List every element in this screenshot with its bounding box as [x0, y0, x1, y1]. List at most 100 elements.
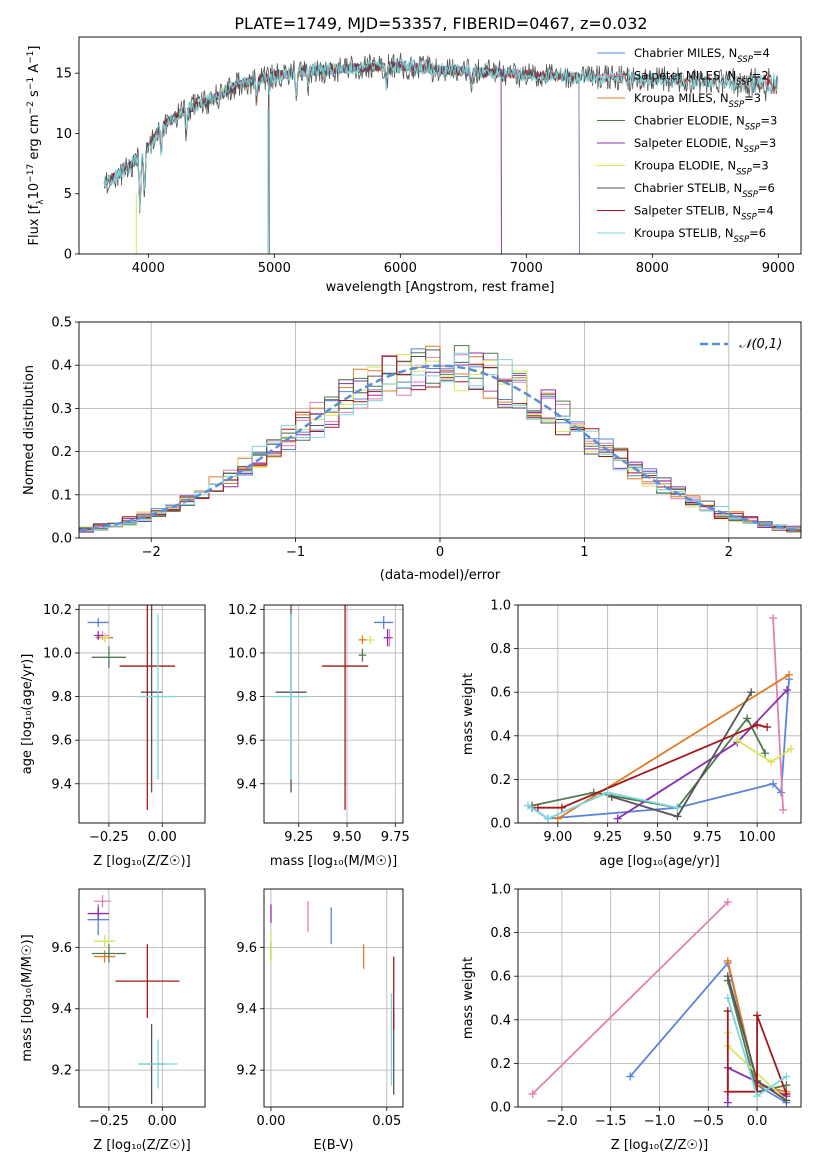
panel-residuals: −2 −1 0 1 2 0.0 0.1 0.2 0.3 0.4 0.5 (data-model)/er…	[22, 316, 802, 583]
x-tick-label: 9000	[762, 261, 795, 276]
y-tick-label: 9.4	[51, 1002, 72, 1017]
plot-area	[87, 895, 180, 1104]
series-line-salpeter_miles	[531, 901, 729, 1095]
marker-chabrier_stelib	[673, 812, 682, 821]
axes-frame	[263, 888, 404, 1108]
y-tick-label: 9.4	[236, 777, 257, 792]
legend-label-suffix: =3	[760, 114, 777, 128]
marker-kroupa_elodie	[767, 757, 776, 766]
legend-label-sub: SSP	[744, 145, 760, 155]
marker-chabrier_elodie	[761, 749, 770, 758]
x-tick-label: −1.5	[595, 1114, 627, 1129]
marker-kroupa_elodie	[733, 736, 742, 745]
x-tick-label: 1	[580, 545, 588, 560]
marker-chabrier_miles	[626, 1072, 635, 1081]
legend-label-kroupa_stelib: Kroupa STELIB, NSSP=6	[634, 226, 766, 245]
marker-salpeter_miles	[779, 805, 788, 814]
series-line-kroupa_stelib	[527, 791, 678, 820]
legend-label-kroupa_miles: Kroupa MILES, NSSP=3	[634, 91, 761, 110]
y-axis-label-part: −1	[26, 51, 36, 64]
legend-label-text: Kroupa STELIB, N	[634, 226, 734, 240]
y-tick-label: 5	[64, 187, 72, 202]
marker-chabrier_miles	[769, 779, 778, 788]
y-tick-label: 9.6	[236, 734, 257, 749]
legend-label-suffix: =4	[757, 204, 774, 218]
marker-kroupa_miles	[785, 670, 794, 679]
legend-label-salpeter_miles: Salpeter MILES, NSSP=2	[634, 69, 769, 88]
y-axis-label-part: A	[27, 64, 42, 77]
legend-label-text: Chabrier ELODIE, N	[634, 114, 745, 128]
y-axis-label-part: s	[27, 90, 42, 101]
x-axis-label: wavelength [Angstrom, rest frame]	[326, 280, 555, 295]
x-axis-label: Z [log₁₀(Z/Z☉)]	[611, 1138, 708, 1153]
legend-label-text: Salpeter ELODIE, N	[634, 136, 744, 150]
x-tick-label: 9.50	[643, 830, 672, 845]
legend-label-sub: SSP	[734, 235, 750, 245]
axes-frame	[517, 604, 802, 824]
histogram-kroupa_stelib	[79, 352, 801, 538]
marker-salpeter_stelib	[782, 1089, 791, 1098]
marker-kroupa_stelib	[673, 803, 682, 812]
x-axis-label: age [log₁₀(age/yr)]	[599, 854, 720, 869]
legend-label-chabrier_miles: Chabrier MILES, NSSP=4	[634, 46, 770, 65]
y-tick-label: 9.6	[236, 941, 257, 956]
marker-kroupa_stelib	[723, 994, 732, 1002]
marker-salpeter_stelib	[533, 803, 542, 812]
legend-label-suffix: =6	[749, 226, 766, 240]
axes-frame	[263, 604, 404, 824]
x-axis-label: Z [log₁₀(Z/Z☉)]	[93, 1138, 190, 1153]
panel-mass_vs_ebv: 0.00 0.05 9.2 9.4 9.6 E(B-V)	[236, 888, 404, 1153]
y-tick-label: 0.0	[490, 817, 511, 832]
spectrum-line-chabrier_elodie	[103, 61, 502, 254]
legend-label-sub: SSP	[741, 213, 757, 223]
y-axis-label: mass [log₁₀(M/M☉)]	[20, 934, 35, 1061]
marker-salpeter_stelib	[557, 803, 566, 812]
series-line-salpeter_miles	[772, 618, 784, 810]
legend-label-text: Salpeter MILES, N	[634, 69, 736, 83]
y-tick-label: 0.6	[490, 970, 511, 985]
x-tick-label: −1	[286, 545, 305, 560]
legend-label-text: Salpeter STELIB, N	[634, 204, 741, 218]
x-tick-label: 0.05	[372, 1114, 401, 1129]
panel-age_vs_Z: −0.25 0.00 9.4 9.6 9.8 10.0 10.2 Z [log₁₀(Z/Z☉)…	[20, 603, 206, 869]
marker-salpeter_stelib	[723, 1007, 732, 1016]
plot-area	[523, 614, 796, 823]
legend-label-text: Chabrier STELIB, N	[634, 181, 742, 195]
axes-frame	[78, 888, 206, 1108]
legend-label-suffix: =3	[759, 136, 776, 150]
y-axis-label-part: −2	[26, 101, 36, 114]
legend-label-text: Kroupa MILES, N	[634, 91, 729, 105]
y-axis-label-part: ]	[27, 46, 42, 51]
x-tick-label: 8000	[636, 261, 669, 276]
x-tick-label: −1.0	[644, 1114, 676, 1129]
y-tick-label: 10	[55, 127, 72, 142]
series-line-salpeter_stelib	[537, 723, 768, 809]
plot-area	[270, 901, 395, 1095]
x-tick-label: −2	[142, 545, 161, 560]
y-tick-label: 0.8	[490, 926, 511, 941]
y-axis-label: mass weight	[461, 957, 476, 1039]
marker-salpeter_stelib	[723, 1087, 732, 1096]
x-tick-label: 0.00	[148, 1114, 177, 1129]
y-tick-label: 0.1	[51, 488, 72, 503]
panel-mass_vs_Z: −0.25 0.00 9.2 9.4 9.6 Z [log₁₀(Z/Z☉)] mass [l…	[20, 888, 206, 1153]
x-tick-label: 0.00	[256, 1114, 285, 1129]
legend-label-chabrier_elodie: Chabrier ELODIE, NSSP=3	[634, 114, 777, 133]
figure-title: PLATE=1749, MJD=53357, FIBERID=0467, z=0…	[234, 14, 647, 33]
y-tick-label: 1.0	[490, 883, 511, 898]
x-tick-label: 0.0	[747, 1114, 768, 1129]
x-tick-label: −0.5	[693, 1114, 725, 1129]
y-axis-label: age [log₁₀(age/yr)]	[20, 654, 35, 775]
marker-kroupa_stelib	[782, 1072, 791, 1081]
axes-frame	[78, 36, 802, 255]
marker-salpeter_stelib	[763, 723, 772, 732]
legend-label-sub: SSP	[736, 78, 752, 88]
marker-salpeter_elodie	[723, 1098, 732, 1107]
x-tick-label: 9.75	[693, 830, 722, 845]
y-tick-label: 10.2	[228, 603, 257, 618]
marker-chabrier_stelib	[723, 972, 732, 981]
x-tick-label: 7000	[510, 261, 543, 276]
axes-frame	[78, 321, 802, 539]
marker-salpeter_miles	[528, 1089, 537, 1098]
